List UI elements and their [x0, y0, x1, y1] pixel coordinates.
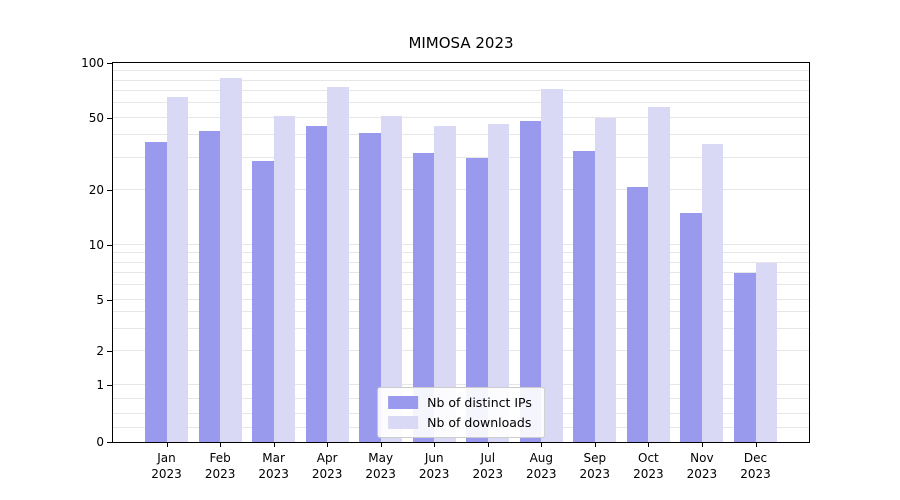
- x-tick-label-apr: Apr 2023: [311, 451, 343, 481]
- gridline: [113, 327, 809, 329]
- y-tick-mark: [107, 385, 112, 387]
- bar-distinct-ips-aug: [519, 120, 542, 442]
- bar-distinct-ips-may: [359, 133, 381, 442]
- bar-downloads-jul: [487, 124, 510, 442]
- y-tick-label-2: 2: [96, 344, 104, 359]
- legend-label-distinct-ips: Nb of distinct IPs: [427, 395, 532, 410]
- x-tick-mark: [594, 443, 596, 447]
- y-tick-mark: [107, 299, 112, 301]
- bar-distinct-ips-dec: [734, 273, 756, 442]
- bar-downloads-nov: [701, 143, 724, 442]
- gridline: [113, 298, 809, 300]
- bar-distinct-ips-oct: [626, 186, 649, 442]
- x-tick-label-mar: Mar 2023: [258, 451, 289, 481]
- y-tick-label-20: 20: [88, 183, 104, 198]
- x-tick-mark: [755, 443, 757, 447]
- bar-downloads-may: [380, 116, 403, 442]
- x-tick-label-may: May 2023: [365, 451, 396, 481]
- x-tick-label-oct: Oct 2023: [633, 451, 664, 481]
- x-tick-mark: [487, 443, 489, 447]
- gridline: [113, 90, 809, 92]
- bar-downloads-dec: [755, 262, 777, 442]
- chart-title: MIMOSA 2023: [408, 34, 514, 52]
- gridline: [113, 311, 809, 313]
- x-tick-mark: [648, 443, 650, 447]
- x-tick-label-jul: Jul 2023: [472, 451, 504, 481]
- x-tick-mark: [273, 443, 275, 447]
- x-tick-mark: [701, 443, 703, 447]
- bar-distinct-ips-sep: [573, 150, 595, 442]
- x-tick-mark: [327, 443, 329, 447]
- bar-downloads-mar: [273, 116, 296, 442]
- legend-label-downloads: Nb of downloads: [427, 415, 532, 430]
- x-tick-mark: [220, 443, 222, 447]
- gridline: [113, 70, 809, 72]
- bar-downloads-aug: [541, 88, 563, 442]
- bar-distinct-ips-feb: [198, 131, 221, 442]
- x-tick-label-dec: Dec 2023: [740, 451, 771, 481]
- gridline: [113, 116, 809, 118]
- gridline: [113, 157, 809, 159]
- y-tick-mark: [107, 190, 112, 192]
- bar-downloads-jan: [166, 96, 188, 442]
- y-tick-mark: [107, 442, 112, 443]
- legend: Nb of distinct IPs Nb of downloads: [377, 387, 545, 438]
- x-tick-mark: [434, 443, 436, 447]
- legend-swatch-distinct-ips: [388, 396, 419, 409]
- bar-downloads-sep: [594, 117, 617, 442]
- x-tick-label-jan: Jan 2023: [151, 451, 182, 481]
- y-tick-mark: [107, 63, 112, 64]
- gridline: [113, 189, 809, 191]
- bar-distinct-ips-jul: [466, 158, 488, 442]
- y-tick-label-0: 0: [96, 435, 104, 449]
- gridline: [113, 384, 809, 386]
- bar-downloads-oct: [648, 107, 670, 442]
- y-tick-label-50: 50: [88, 110, 104, 125]
- legend-item-distinct-ips: Nb of distinct IPs: [388, 395, 532, 410]
- gridlines-layer: [113, 63, 809, 442]
- x-tick-label-sep: Sep 2023: [579, 451, 611, 481]
- bar-distinct-ips-mar: [252, 160, 274, 442]
- bar-downloads-jun: [434, 125, 456, 442]
- gridline: [113, 261, 809, 263]
- gridline: [113, 243, 809, 245]
- bar-distinct-ips-jan: [145, 141, 167, 442]
- plot-area: Nb of distinct IPs Nb of downloads: [112, 62, 810, 443]
- legend-swatch-downloads: [388, 416, 419, 429]
- bar-distinct-ips-nov: [680, 213, 702, 442]
- gridline: [113, 272, 809, 274]
- bar-downloads-feb: [220, 77, 242, 442]
- bars-layer: [113, 63, 809, 442]
- gridline: [113, 252, 809, 254]
- legend-item-downloads: Nb of downloads: [388, 415, 532, 430]
- gridline: [113, 102, 809, 104]
- bar-downloads-apr: [327, 86, 349, 442]
- gridline: [113, 350, 809, 352]
- y-tick-mark: [107, 117, 112, 119]
- y-tick-label-10: 10: [88, 237, 104, 252]
- y-tick-label-5: 5: [96, 292, 104, 307]
- x-tick-mark: [166, 443, 168, 447]
- y-tick-mark: [107, 351, 112, 353]
- gridline: [113, 134, 809, 136]
- x-tick-label-nov: Nov 2023: [686, 451, 718, 481]
- gridline: [113, 79, 809, 81]
- y-tick-label-1: 1: [96, 378, 104, 393]
- x-tick-mark: [380, 443, 382, 447]
- x-tick-label-feb: Feb 2023: [204, 451, 236, 481]
- x-tick-mark: [541, 443, 543, 447]
- gridline: [113, 284, 809, 286]
- x-tick-label-jun: Jun 2023: [418, 451, 450, 481]
- bar-distinct-ips-apr: [305, 125, 328, 442]
- y-tick-mark: [107, 244, 112, 246]
- x-tick-label-aug: Aug 2023: [526, 451, 557, 481]
- bar-distinct-ips-jun: [412, 153, 435, 442]
- y-tick-label-100: 100: [81, 56, 104, 70]
